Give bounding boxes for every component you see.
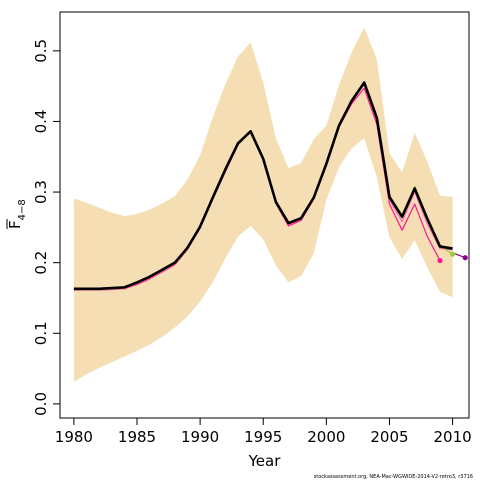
x-tick-label: 1985 [118,428,156,446]
footnote: stockassessment.org, NEA-Mac-WGWIDE-2014… [314,474,473,480]
y-axis: 0.0 0.1 0.2 0.3 0.4 0.5 [32,39,61,416]
x-tick-label: 2005 [370,428,408,446]
series-layer [73,81,466,291]
confidence-band [73,27,453,382]
y-axis-title: F4−8 [6,199,28,229]
x-axis: 1980 1985 1990 1995 2000 2005 2010 [55,417,472,446]
y-tick-label: 0.4 [32,110,50,134]
y-tick-label: 0.3 [32,180,50,204]
svg-text:F4−8: F4−8 [6,199,28,229]
end-point-retro1 [437,257,443,264]
x-tick-label: 2010 [433,428,471,446]
confidence-band-layer [73,27,453,382]
y-axis-title-subscript: 4−8 [17,199,28,220]
x-tick-label: 1990 [181,428,219,446]
y-tick-label: 0.1 [32,321,50,345]
y-axis-title-main: F [6,220,24,229]
x-axis-title: Year [248,452,282,470]
x-tick-label: 1980 [55,428,93,446]
x-tick-label: 2000 [307,428,345,446]
end-points-layer [437,251,468,264]
y-tick-label: 0.0 [32,392,50,416]
y-tick-label: 0.5 [32,39,50,63]
y-tick-label: 0.2 [32,251,50,275]
end-point-retro3 [449,251,456,257]
series-line-main [73,81,453,291]
x-tick-label: 1995 [244,428,282,446]
end-point-retro4 [462,255,468,261]
